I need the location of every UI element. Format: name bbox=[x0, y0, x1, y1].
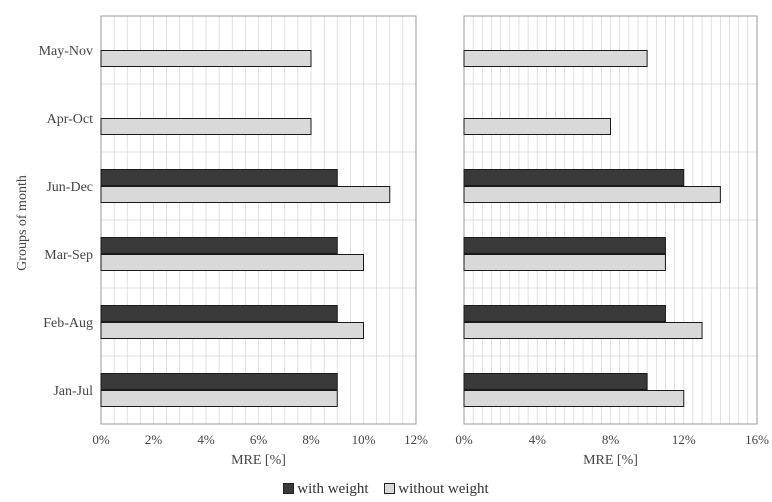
category-label-jun-dec: Jun-Dec bbox=[46, 180, 93, 195]
x-tick-label-right: 8% bbox=[602, 432, 620, 447]
bar-right-apr-oct-without-weight bbox=[463, 118, 611, 135]
x-axis-title-right: MRE [%] bbox=[583, 453, 638, 468]
category-label-mar-sep: Mar-Sep bbox=[44, 248, 93, 263]
bar-left-may-nov-without-weight bbox=[100, 50, 312, 67]
bar-left-mar-sep-with-weight bbox=[100, 237, 338, 254]
plot-frame bbox=[463, 15, 758, 425]
right-chart-panel: 0% 4% 8% 12% 16% MRE [%] bbox=[455, 15, 769, 468]
chart-legend: with weight without weight bbox=[0, 481, 772, 498]
bar-left-jun-dec-without-weight bbox=[100, 186, 391, 203]
legend-swatch-with-weight bbox=[283, 483, 295, 494]
bar-left-jun-dec-with-weight bbox=[100, 169, 338, 186]
left-chart-panel: May-Nov Apr-Oct Jun-Dec Mar-Sep Feb-Aug Jan-J… bbox=[39, 15, 428, 468]
legend-label-with-weight: with weight bbox=[297, 481, 369, 497]
category-label-jan-jul: Jan-Jul bbox=[53, 384, 93, 399]
x-tick-label-right: 0% bbox=[455, 432, 473, 447]
category-label-may-nov: May-Nov bbox=[39, 44, 93, 59]
x-tick-label-left: 8% bbox=[302, 432, 320, 447]
bar-left-jan-jul-without-weight bbox=[100, 390, 338, 407]
bar-right-jun-dec-without-weight bbox=[463, 186, 721, 203]
x-tick-label-left: 0% bbox=[92, 432, 110, 447]
x-tick-label-left: 6% bbox=[250, 432, 268, 447]
bar-left-apr-oct-without-weight bbox=[100, 118, 312, 135]
bar-right-mar-sep-without-weight bbox=[463, 254, 666, 271]
bar-right-jan-jul-without-weight bbox=[463, 390, 685, 407]
x-tick-label-left: 2% bbox=[145, 432, 163, 447]
category-label-apr-oct: Apr-Oct bbox=[47, 112, 93, 127]
x-tick-label-right: 4% bbox=[529, 432, 547, 447]
x-tick-label-right: 16% bbox=[745, 432, 769, 447]
x-tick-label-right: 12% bbox=[672, 432, 696, 447]
x-axis-title-left: MRE [%] bbox=[231, 453, 286, 468]
x-tick-label-left: 10% bbox=[352, 432, 376, 447]
bar-right-mar-sep-with-weight bbox=[463, 237, 666, 254]
category-label-feb-aug: Feb-Aug bbox=[43, 316, 93, 331]
legend-item-without-weight: without weight bbox=[384, 481, 489, 498]
bar-left-mar-sep-without-weight bbox=[100, 254, 364, 271]
plot-frame bbox=[100, 15, 417, 425]
bar-right-may-nov-without-weight bbox=[463, 50, 648, 67]
bar-left-feb-aug-with-weight bbox=[100, 305, 338, 322]
bar-right-jan-jul-with-weight bbox=[463, 373, 648, 390]
y-axis-title: Groups of month bbox=[15, 175, 30, 271]
legend-label-without-weight: without weight bbox=[398, 481, 489, 497]
legend-swatch-without-weight bbox=[384, 483, 396, 494]
x-tick-label-left: 4% bbox=[197, 432, 215, 447]
legend-item-with-weight: with weight bbox=[283, 481, 369, 498]
bar-right-feb-aug-without-weight bbox=[463, 322, 703, 339]
bar-left-feb-aug-without-weight bbox=[100, 322, 364, 339]
bar-right-feb-aug-with-weight bbox=[463, 305, 666, 322]
bar-right-jun-dec-with-weight bbox=[463, 169, 685, 186]
bar-left-jan-jul-with-weight bbox=[100, 373, 338, 390]
x-tick-label-left: 12% bbox=[404, 432, 428, 447]
